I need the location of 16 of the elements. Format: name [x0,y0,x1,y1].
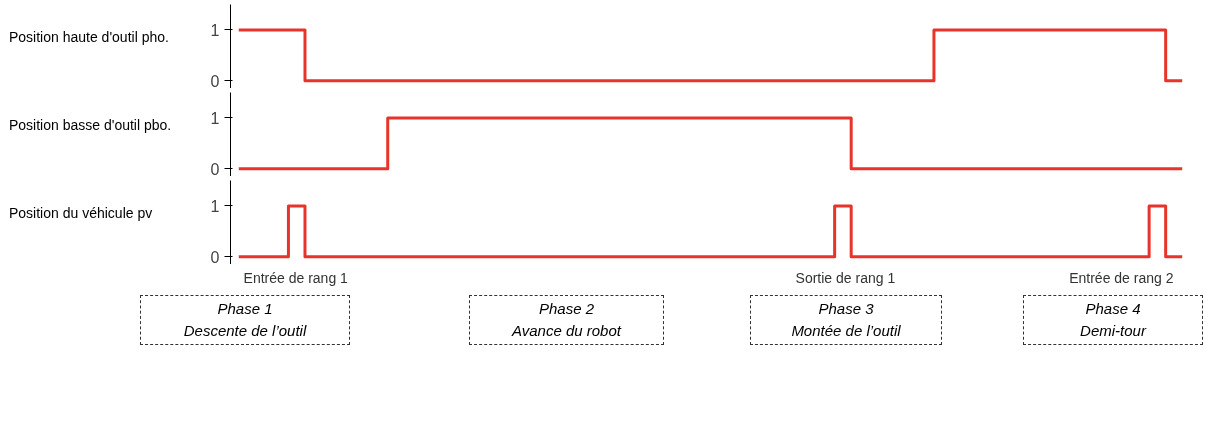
y-tick-label: 1 [210,21,220,39]
y-tick-label: 0 [210,72,220,90]
text: Phase 2 Avance du robot [512,299,621,341]
y-tick-label: 0 [210,160,220,178]
y-tick-label: 1 [210,197,220,215]
text: Phase 3 Montée de l’outil [791,299,901,341]
y-axis-title: Position du véhicule pv [9,204,153,223]
y-axis-title: Position haute d'outil pho. [9,28,169,47]
text: Entrée de rang 1 [243,269,349,286]
y-tick-label: 0 [210,248,220,266]
text: Phase 4 Demi-tour [1080,299,1146,341]
text: Entrée de rang 2 [1069,269,1174,286]
text: Sortie de rang 1 [795,269,896,286]
text: Phase 1 Descente de l’outil [183,299,307,341]
y-tick-label: 1 [210,109,220,127]
y-axis-title: Position basse d'outil pbo. [9,116,172,135]
